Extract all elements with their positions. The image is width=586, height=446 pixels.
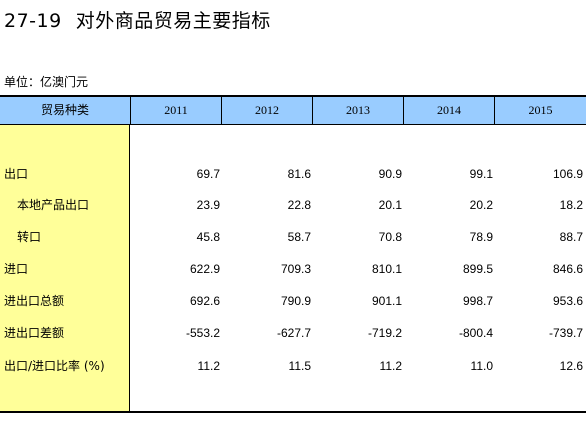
cell-value: 20.1: [378, 198, 402, 212]
table-title: 对外商品贸易主要指标: [75, 10, 271, 32]
page-title: 27-19 对外商品贸易主要指标: [4, 6, 271, 33]
cell-value: 12.6: [559, 359, 583, 373]
cell-value: 20.2: [469, 198, 493, 212]
table-number: 27-19: [4, 10, 62, 32]
cell-value: -800.4: [458, 326, 493, 340]
trade-indicators-table: 贸易种类 2011 2012 2013 2014 2015 出口 69.7 81…: [0, 95, 586, 413]
row-label-total-trade: 进出口总额: [4, 294, 65, 308]
table-top-rule: [0, 95, 586, 97]
cell-value: 692.6: [189, 294, 220, 308]
table-row: 进出口差额 -553.2 -627.7 -719.2 -800.4 -739.7: [0, 323, 586, 343]
cell-value: 70.8: [378, 230, 402, 244]
table-row: 出口 69.7 81.6 90.9 99.1 106.9: [0, 164, 586, 184]
cell-value: 998.7: [462, 294, 493, 308]
row-label-re-exports: 转口: [17, 230, 42, 244]
unit-label: 单位：亿澳门元: [4, 75, 89, 89]
table-row: 进出口总额 692.6 790.9 901.1 998.7 953.6: [0, 291, 586, 311]
cell-value: 69.7: [196, 167, 220, 181]
header-category: 贸易种类: [40, 103, 89, 117]
cell-value: 953.6: [552, 294, 583, 308]
cell-value: 709.3: [280, 262, 311, 276]
cell-value: 11.2: [379, 359, 402, 373]
cell-value: 810.1: [371, 262, 402, 276]
cell-value: 11.5: [288, 359, 311, 373]
table-row: 本地产品出口 23.9 22.8 20.1 20.2 18.2: [0, 195, 586, 215]
cell-value: 790.9: [280, 294, 311, 308]
category-column: [0, 125, 130, 411]
row-label-domestic-exports: 本地产品出口: [17, 198, 90, 212]
table-bottom-rule: [0, 411, 586, 413]
cell-value: 106.9: [552, 167, 583, 181]
header-year-2013: 2013: [312, 97, 403, 124]
header-year-2014: 2014: [403, 97, 494, 124]
cell-value: 81.6: [287, 167, 311, 181]
header-year-2012: 2012: [221, 97, 312, 124]
row-label-imports: 进口: [4, 262, 29, 276]
cell-value: 18.2: [559, 198, 583, 212]
cell-value: 58.7: [287, 230, 311, 244]
cell-value: 901.1: [371, 294, 402, 308]
cell-value: 622.9: [189, 262, 220, 276]
row-label-export-import-ratio: 出口/进口比率 (%): [4, 359, 105, 373]
cell-value: 45.8: [196, 230, 220, 244]
row-label-trade-balance: 进出口差额: [4, 326, 65, 340]
header-year-2011: 2011: [130, 97, 221, 124]
cell-value: -553.2: [185, 326, 220, 340]
cell-value: -739.7: [548, 326, 583, 340]
cell-value: 78.9: [469, 230, 493, 244]
cell-value: 90.9: [378, 167, 402, 181]
cell-value: 846.6: [552, 262, 583, 276]
row-label-exports: 出口: [4, 167, 29, 181]
cell-value: -627.7: [276, 326, 311, 340]
cell-value: 99.1: [469, 167, 493, 181]
table-row: 进口 622.9 709.3 810.1 899.5 846.6: [0, 259, 586, 279]
table-header-row: 贸易种类 2011 2012 2013 2014 2015: [0, 97, 586, 125]
cell-value: 88.7: [559, 230, 583, 244]
cell-value: -719.2: [367, 326, 402, 340]
header-year-2015: 2015: [494, 97, 586, 124]
cell-value: 11.0: [470, 359, 493, 373]
cell-value: 899.5: [462, 262, 493, 276]
cell-value: 11.2: [197, 359, 220, 373]
cell-value: 23.9: [196, 198, 220, 212]
cell-value: 22.8: [287, 198, 311, 212]
table-row: 转口 45.8 58.7 70.8 78.9 88.7: [0, 227, 586, 247]
table-row: 出口/进口比率 (%) 11.2 11.5 11.2 11.0 12.6: [0, 356, 586, 376]
